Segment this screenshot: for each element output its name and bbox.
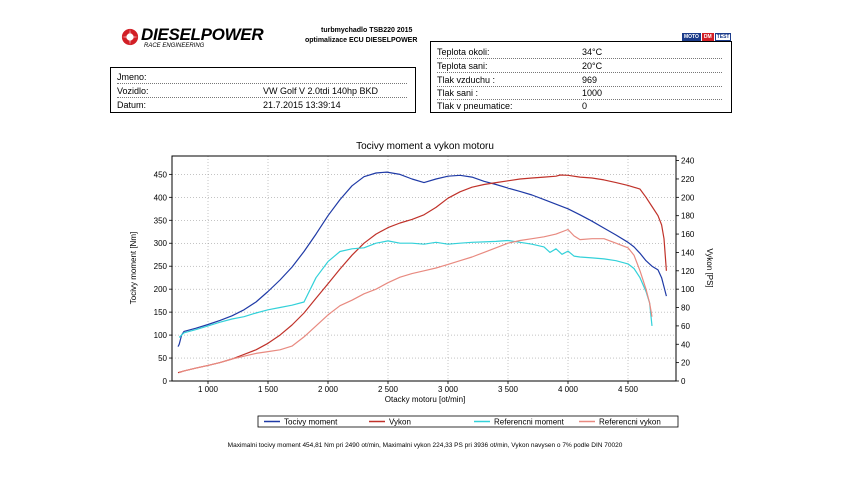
cond-rule-3 xyxy=(437,86,722,87)
conditions-box xyxy=(430,41,732,113)
x-tick-label: 4 000 xyxy=(558,385,579,394)
y-right-tick-label: 140 xyxy=(681,248,695,257)
cond-value-intake-temp: 20°C xyxy=(582,61,603,71)
y-axis-right-label: Vykon [PS] xyxy=(705,248,714,287)
y-left-tick-label: 50 xyxy=(158,354,167,363)
car-rule xyxy=(117,97,407,98)
chart-axes: 1 000 1 500 2 000 2 500 3 000 3 500 4 000 4 500… xyxy=(154,155,695,394)
brand-subtitle: RACE ENGINEERING xyxy=(144,43,205,49)
y-left-tick-label: 100 xyxy=(154,331,168,340)
legend-box xyxy=(257,415,679,428)
y-left-tick-label: 350 xyxy=(154,216,168,225)
cond-label-air-pressure: Tlak vzduchu : xyxy=(437,75,496,85)
cond-label-intake-temp: Teplota sani: xyxy=(437,61,488,71)
date-value: 21.7.2015 13:39:14 xyxy=(263,100,341,110)
cond-rule-2 xyxy=(437,72,722,73)
y-left-tick-label: 0 xyxy=(163,377,168,386)
y-right-tick-label: 220 xyxy=(681,175,695,184)
cond-rule-1 xyxy=(437,58,722,59)
brand-logo-text: DIESELPOWER xyxy=(141,25,264,44)
chart-grid xyxy=(172,156,676,382)
cond-value-air-pressure: 969 xyxy=(582,75,598,85)
name-label: Jmeno: xyxy=(117,72,147,82)
logo-icon xyxy=(121,28,139,46)
cond-value-ambient-temp: 34°C xyxy=(582,47,603,57)
x-tick-label: 1 000 xyxy=(198,385,219,394)
cond-value-tire-pressure: 0 xyxy=(582,101,588,111)
motodmtest-badge: MOTO DM TEST xyxy=(682,33,732,41)
cond-label-ambient-temp: Teplota okoli: xyxy=(437,47,490,57)
chart-title: Tocivy moment a vykon motoru xyxy=(356,141,494,152)
cond-value-intake-pressure: 1000 xyxy=(582,88,603,98)
y-left-tick-label: 450 xyxy=(154,170,168,179)
y-left-tick-label: 400 xyxy=(154,193,168,202)
y-right-tick-label: 80 xyxy=(681,304,690,313)
y-right-tick-label: 160 xyxy=(681,230,695,239)
x-tick-label: 1 500 xyxy=(258,385,279,394)
y-right-tick-label: 20 xyxy=(681,359,690,368)
date-label: Datum: xyxy=(117,100,147,110)
y-right-tick-label: 200 xyxy=(681,193,695,202)
footer-summary: Maximalni tocivy moment 454,81 Nm pri 24… xyxy=(227,442,623,449)
y-left-tick-label: 300 xyxy=(154,239,168,248)
x-tick-label: 3 500 xyxy=(498,385,519,394)
x-tick-label: 2 500 xyxy=(378,385,399,394)
y-right-tick-label: 100 xyxy=(681,285,695,294)
car-label: Vozidlo: xyxy=(117,86,149,96)
y-axis-left-label: Tocivy moment [Nm] xyxy=(129,232,138,304)
y-right-tick-label: 120 xyxy=(681,267,695,276)
header-line-1: turbmychadlo TSB220 2015 xyxy=(321,27,413,34)
badge-part-1: MOTO xyxy=(682,33,701,41)
y-right-tick-label: 180 xyxy=(681,212,695,221)
series-line-3 xyxy=(178,228,653,374)
cond-rule-4 xyxy=(437,99,722,100)
legend-label: Referencni vykon xyxy=(599,418,661,427)
x-tick-label: 2 000 xyxy=(318,385,339,394)
series-line-2 xyxy=(178,239,653,338)
chart-series xyxy=(177,171,667,374)
y-right-tick-label: 0 xyxy=(681,377,686,386)
x-tick-label: 3 000 xyxy=(438,385,459,394)
y-right-tick-label: 60 xyxy=(681,322,690,331)
chart-legend: Tocivy moment Vykon Referencni moment Refer… xyxy=(257,415,679,428)
header-line-2: optimalizace ECU DIESELPOWER xyxy=(305,37,418,44)
legend-label: Tocivy moment xyxy=(284,418,338,427)
name-rule xyxy=(117,83,407,84)
y-left-tick-label: 150 xyxy=(154,308,168,317)
badge-part-2: DM xyxy=(701,33,714,41)
cond-label-intake-pressure: Tlak sani : xyxy=(437,88,479,98)
y-left-tick-label: 250 xyxy=(154,262,168,271)
y-right-tick-label: 40 xyxy=(681,340,690,349)
legend-label: Vykon xyxy=(389,418,411,427)
plot-frame xyxy=(171,155,677,382)
x-axis-label: Otacky motoru [ot/min] xyxy=(385,395,465,404)
x-tick-label: 4 500 xyxy=(618,385,639,394)
series-line-0 xyxy=(177,171,667,347)
legend-label: Referencni moment xyxy=(494,418,565,427)
vehicle-info-box xyxy=(110,67,416,113)
cond-label-tire-pressure: Tlak v pneumatice: xyxy=(437,101,513,111)
series-line-1 xyxy=(177,174,667,374)
car-value: VW Golf V 2.0tdi 140hp BKD xyxy=(263,86,379,96)
y-right-tick-label: 240 xyxy=(681,157,695,166)
badge-part-3: TEST xyxy=(714,33,732,41)
y-left-tick-label: 200 xyxy=(154,285,168,294)
